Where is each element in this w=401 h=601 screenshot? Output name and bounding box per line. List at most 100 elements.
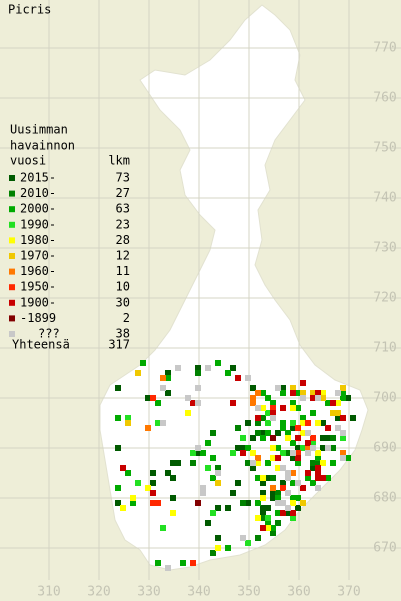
record <box>150 395 156 401</box>
legend-label: 2000- <box>20 202 56 216</box>
legend-count: 10 <box>116 280 130 294</box>
record <box>265 420 271 426</box>
record <box>310 480 316 486</box>
record <box>270 495 276 501</box>
legend-label: 2015- <box>20 171 56 185</box>
record <box>280 485 286 491</box>
record <box>240 445 246 451</box>
record <box>275 445 281 451</box>
record <box>215 360 221 366</box>
record <box>145 425 151 431</box>
record <box>315 465 321 471</box>
legend-label: 1900- <box>20 295 56 309</box>
record <box>310 410 316 416</box>
legend-total: 317 <box>108 338 130 352</box>
record <box>335 415 341 421</box>
record <box>330 435 336 441</box>
record <box>300 420 306 426</box>
record <box>320 390 326 396</box>
record <box>255 405 261 411</box>
record <box>200 490 206 496</box>
record <box>290 425 296 431</box>
record <box>295 405 301 411</box>
record <box>285 435 291 441</box>
record <box>280 450 286 456</box>
record <box>230 490 236 496</box>
record <box>145 395 151 401</box>
record <box>160 375 166 381</box>
record <box>280 510 286 516</box>
record <box>315 395 321 401</box>
record <box>205 465 211 471</box>
record <box>295 450 301 456</box>
record <box>320 475 326 481</box>
legend-label: -1899 <box>20 311 56 325</box>
record <box>265 515 271 521</box>
record <box>265 475 271 481</box>
record <box>155 400 161 406</box>
record <box>290 440 296 446</box>
record <box>275 465 281 471</box>
record <box>330 400 336 406</box>
record <box>195 450 201 456</box>
record <box>285 505 291 511</box>
record <box>210 430 216 436</box>
record <box>205 520 211 526</box>
record <box>320 445 326 451</box>
record <box>260 480 266 486</box>
legend-swatch <box>9 237 15 244</box>
legend-count: 38 <box>116 327 130 341</box>
record <box>170 475 176 481</box>
record <box>300 485 306 491</box>
legend-swatch <box>9 284 15 291</box>
record <box>325 445 331 451</box>
y-tick-label: 750 <box>373 141 396 156</box>
record <box>125 420 131 426</box>
record <box>160 420 166 426</box>
record <box>255 500 261 506</box>
record <box>290 450 296 456</box>
record <box>290 420 296 426</box>
record <box>225 545 231 551</box>
record <box>270 405 276 411</box>
record <box>280 420 286 426</box>
record <box>300 390 306 396</box>
record <box>310 435 316 441</box>
record <box>295 425 301 431</box>
legend-swatch <box>9 175 15 181</box>
record <box>285 450 291 456</box>
legend-count: 63 <box>116 202 130 216</box>
record <box>165 390 171 396</box>
record <box>195 385 201 391</box>
record <box>165 470 171 476</box>
record <box>325 475 331 481</box>
record <box>305 470 311 476</box>
record <box>290 480 296 486</box>
record <box>245 445 251 451</box>
y-tick-label: 720 <box>373 291 396 306</box>
record <box>315 390 321 396</box>
record <box>245 500 251 506</box>
record <box>190 460 196 466</box>
y-tick-label: 730 <box>373 241 396 256</box>
record <box>295 480 301 486</box>
record <box>250 385 256 391</box>
record <box>165 370 171 376</box>
record <box>315 485 321 491</box>
legend-swatch <box>9 315 15 322</box>
record <box>205 440 211 446</box>
record <box>205 365 211 371</box>
record <box>260 505 266 511</box>
record <box>300 500 306 506</box>
record <box>285 510 291 516</box>
record <box>230 400 236 406</box>
record <box>195 370 201 376</box>
record <box>245 460 251 466</box>
record <box>250 450 256 456</box>
record <box>325 400 331 406</box>
record <box>235 425 241 431</box>
legend-label: ??? <box>38 327 60 341</box>
record <box>265 520 271 526</box>
record <box>265 460 271 466</box>
record <box>330 445 336 451</box>
